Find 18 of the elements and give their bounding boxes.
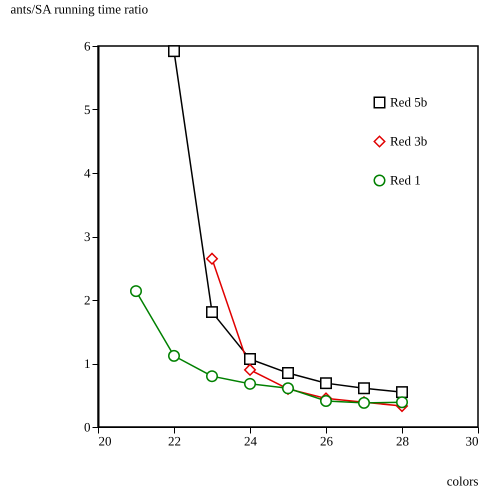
legend-label: Red 5b [390, 94, 428, 110]
legend-label: Red 1 [390, 172, 421, 188]
y-tick-label: 3 [84, 229, 90, 244]
x-tick-label: 24 [244, 434, 258, 448]
x-tick-label: 22 [168, 434, 181, 448]
legend-label: Red 3b [390, 134, 428, 148]
x-tick-label: 28 [396, 434, 409, 448]
x-tick-label: 30 [466, 434, 478, 448]
y-tick-label: 1 [84, 356, 90, 371]
y-tick-label: 6 [84, 38, 91, 54]
y-tick-label: 4 [84, 166, 91, 180]
y-axis-title: ants/SA running time ratio [10, 2, 148, 16]
y-tick-label: 2 [84, 292, 90, 308]
x-tick-label: 26 [320, 434, 334, 448]
x-axis-title: colors [446, 474, 478, 488]
y-tick-label: 5 [84, 102, 90, 117]
y-tick-label: 0 [84, 420, 90, 434]
x-tick-label: 20 [98, 434, 112, 448]
